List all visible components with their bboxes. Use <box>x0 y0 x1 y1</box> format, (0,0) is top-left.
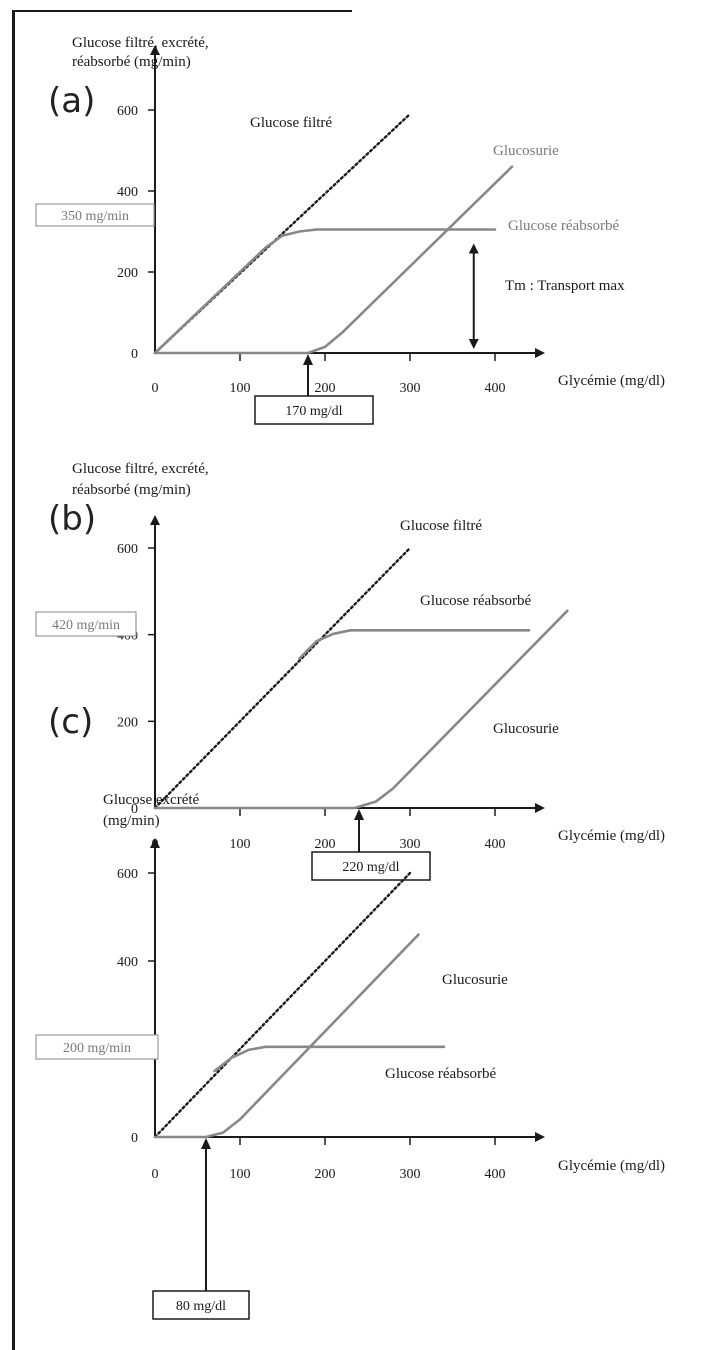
y-axis-title: Glucose filtré, excrété, <box>72 461 209 477</box>
y-tick-label: 600 <box>117 542 138 557</box>
x-tick-label: 300 <box>400 837 421 852</box>
panel-label: (c) <box>48 702 93 742</box>
series-glucosurie <box>153 609 569 810</box>
series-glucose-reabsorbe <box>298 628 531 660</box>
y-axis-title: réabsorbé (mg/min) <box>72 54 191 70</box>
y-axis-title: (mg/min) <box>103 813 160 829</box>
x-marker-arrow-head <box>303 354 313 365</box>
x-tick-label: 100 <box>230 381 251 396</box>
x-tick-label: 300 <box>400 1167 421 1182</box>
x-tick-label: 200 <box>315 837 336 852</box>
x-tick-label: 100 <box>230 837 251 852</box>
panel-label: (a) <box>48 81 95 121</box>
x-marker-box <box>311 851 431 881</box>
y-marker-box <box>35 1034 159 1060</box>
y-marker-box <box>35 611 137 637</box>
y-marker-label: 200 mg/min <box>63 1041 131 1056</box>
x-tick-label: 200 <box>315 381 336 396</box>
series-glucosurie <box>153 933 420 1139</box>
x-marker-label: 170 mg/dl <box>285 404 342 419</box>
series-glucose-filtre <box>153 871 412 1139</box>
y-axis-title: réabsorbé (mg/min) <box>72 482 191 498</box>
y-axis-title: Glucose excrété <box>103 792 200 808</box>
panel-label: (b) <box>48 499 96 539</box>
y-tick-label: 200 <box>117 715 138 730</box>
series-glucose-filtre <box>153 112 412 355</box>
x-tick-label: 0 <box>152 1167 159 1182</box>
series-label: Glucose filtré <box>250 115 332 131</box>
y-tick-label: 0 <box>131 1131 138 1146</box>
y-axis-arrow <box>150 838 160 848</box>
x-marker-box <box>152 1290 250 1320</box>
tm-annotation: Tm : Transport max <box>505 278 625 294</box>
page-frame-left <box>12 10 15 1350</box>
x-tick-label: 200 <box>315 1167 336 1182</box>
series-label: Glucose réabsorbé <box>508 218 620 234</box>
series-glucose-reabsorbe <box>213 1045 446 1073</box>
series-label: Glucosurie <box>442 972 508 988</box>
series-glucosurie <box>153 165 514 355</box>
x-tick-label: 0 <box>152 381 159 396</box>
y-marker-label: 350 mg/min <box>61 209 129 224</box>
tm-arrow-head-up <box>468 243 479 254</box>
y-axis-arrow <box>150 45 160 55</box>
x-marker-label: 220 mg/dl <box>342 860 399 875</box>
y-tick-label: 600 <box>117 104 138 119</box>
y-tick-label: 400 <box>117 955 138 970</box>
series-label: Glucosurie <box>493 721 559 737</box>
y-tick-label: 200 <box>117 266 138 281</box>
series-glucose-filtre <box>153 546 412 810</box>
x-marker-arrow-head <box>201 1138 211 1149</box>
x-axis-title: Glycémie (mg/dl) <box>558 1158 665 1174</box>
series-label: Glucosurie <box>493 143 559 159</box>
series-label: Glucose réabsorbé <box>385 1066 497 1082</box>
x-marker-arrow-head <box>354 809 364 820</box>
series-label: Glucose réabsorbé <box>420 593 532 609</box>
y-tick-label: 0 <box>131 347 138 362</box>
y-axis-arrow <box>150 515 160 525</box>
x-axis-arrow <box>535 803 545 813</box>
x-marker-box <box>254 395 374 425</box>
x-tick-label: 100 <box>230 1167 251 1182</box>
x-axis-arrow <box>535 1132 545 1142</box>
x-tick-label: 400 <box>485 837 506 852</box>
y-axis-title: Glucose filtré, excrété, <box>72 35 209 51</box>
x-tick-label: 400 <box>485 381 506 396</box>
y-marker-label: 420 mg/min <box>52 618 120 633</box>
x-marker-label: 80 mg/dl <box>176 1299 226 1314</box>
y-marker-box <box>35 203 155 227</box>
series-glucose-reabsorbe <box>153 228 497 355</box>
x-axis-title: Glycémie (mg/dl) <box>558 373 665 389</box>
x-tick-label: 400 <box>485 1167 506 1182</box>
x-tick-label: 300 <box>400 381 421 396</box>
y-tick-label: 400 <box>117 185 138 200</box>
y-tick-label: 600 <box>117 867 138 882</box>
tm-arrow-head-down <box>468 339 479 349</box>
series-label: Glucose filtré <box>400 518 482 534</box>
x-axis-arrow <box>535 348 545 358</box>
x-axis-title: Glycémie (mg/dl) <box>558 828 665 844</box>
y-tick-label: 0 <box>131 802 138 817</box>
page-frame-top <box>12 10 352 12</box>
